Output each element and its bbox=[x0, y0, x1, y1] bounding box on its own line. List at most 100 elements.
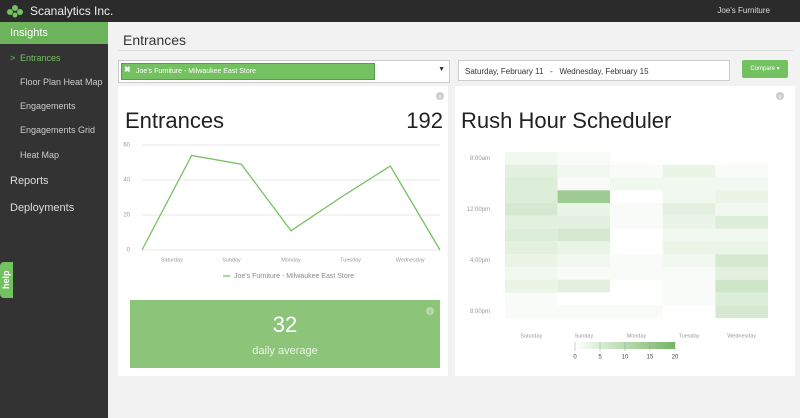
heat-cell bbox=[662, 266, 716, 280]
heat-cell bbox=[505, 164, 558, 178]
info-icon[interactable] bbox=[776, 92, 784, 100]
x-tick-label: Wednesday bbox=[396, 257, 425, 263]
user-menu[interactable]: Joe's Furniture bbox=[717, 6, 770, 15]
y-tick-label: 4:00pm bbox=[470, 258, 490, 264]
y-tick-label: 60 bbox=[123, 143, 130, 149]
nav-item[interactable]: Insights bbox=[10, 27, 48, 39]
heat-cell bbox=[715, 254, 768, 267]
legend-label: Joe's Furniture - Milwaukee East Store bbox=[234, 273, 354, 280]
colorbar-label: 20 bbox=[672, 355, 679, 361]
remove-icon[interactable]: ✖ bbox=[124, 65, 131, 74]
x-tick-label: Sunday bbox=[575, 333, 594, 339]
heat-cell bbox=[715, 215, 768, 229]
x-tick-label: Sunday bbox=[222, 257, 241, 263]
heat-cell bbox=[505, 241, 558, 255]
divider bbox=[118, 50, 793, 51]
heat-cell bbox=[557, 241, 611, 255]
nav-item[interactable]: Floor Plan Heat Map bbox=[20, 77, 103, 87]
brand: Scanalytics Inc. bbox=[30, 4, 114, 18]
x-tick-label: Tuesday bbox=[679, 333, 700, 339]
heat-cell bbox=[557, 228, 611, 242]
x-tick-label: Monday bbox=[627, 333, 647, 339]
nav-item[interactable]: Engagements Grid bbox=[20, 125, 96, 135]
heat-cell bbox=[662, 215, 716, 229]
y-tick-label: 8:00am bbox=[470, 156, 490, 162]
sidebar: Insights > Entrances Floor Plan Heat Map… bbox=[0, 22, 108, 418]
store-select[interactable]: Joe's Furniture - Milwaukee East Store ✖… bbox=[118, 60, 450, 83]
heat-cell bbox=[662, 152, 716, 165]
heat-cell bbox=[505, 228, 558, 242]
y-tick-label: 20 bbox=[123, 213, 130, 219]
active-section bbox=[0, 22, 108, 44]
date-sep: - bbox=[550, 67, 553, 76]
nav-item[interactable]: Entrances bbox=[20, 53, 61, 63]
heat-cell bbox=[505, 292, 558, 306]
heat-cell bbox=[715, 305, 768, 318]
heat-cell bbox=[662, 177, 716, 191]
heat-cell bbox=[610, 228, 663, 242]
heat-cell bbox=[610, 215, 663, 229]
nav-item[interactable]: Engagements bbox=[20, 101, 76, 111]
heat-cell bbox=[505, 190, 558, 204]
heat-cell bbox=[557, 266, 611, 280]
heat-cell bbox=[715, 228, 768, 242]
date-to: Wednesday, February 15 bbox=[559, 67, 649, 76]
compare-button[interactable]: Compare ▾ bbox=[742, 60, 788, 78]
heat-cell bbox=[557, 203, 611, 216]
heat-cell bbox=[557, 305, 611, 318]
heat-cell bbox=[715, 203, 768, 216]
heat-cell bbox=[715, 152, 768, 165]
summary-card bbox=[130, 300, 440, 368]
heat-cell bbox=[557, 190, 611, 204]
heat-cell bbox=[557, 215, 611, 229]
heat-cell bbox=[715, 164, 768, 178]
date-range[interactable]: Saturday, February 11 - Wednesday, Febru… bbox=[458, 60, 730, 81]
heat-cell bbox=[662, 305, 716, 318]
x-tick-label: Saturday bbox=[161, 257, 183, 263]
heat-cell bbox=[505, 177, 558, 191]
x-tick-label: Wednesday bbox=[727, 333, 756, 339]
heat-cell bbox=[505, 215, 558, 229]
heat-cell bbox=[610, 152, 663, 165]
heat-cell bbox=[557, 177, 611, 191]
x-tick-label: Monday bbox=[281, 257, 301, 263]
nav-item[interactable]: Deployments bbox=[10, 202, 75, 214]
dropdown-caret[interactable]: ▼ bbox=[438, 66, 445, 73]
info-icon[interactable] bbox=[426, 307, 434, 315]
nav-item[interactable]: Heat Map bbox=[20, 150, 60, 160]
summary-value: 32 bbox=[272, 312, 298, 337]
heat-cell bbox=[505, 203, 558, 216]
heat-cell bbox=[662, 164, 716, 178]
date-from: Saturday, February 11 bbox=[465, 67, 544, 76]
nav-item[interactable]: Reports bbox=[10, 175, 49, 187]
colorbar-label: 5 bbox=[598, 355, 602, 361]
heat-cell bbox=[662, 241, 716, 255]
heat-cell bbox=[715, 279, 768, 293]
y-tick-label: 0 bbox=[127, 248, 131, 254]
heat-cell bbox=[662, 292, 716, 306]
colorbar-label: 10 bbox=[622, 355, 629, 361]
heat-cell bbox=[662, 279, 716, 293]
heat-cell bbox=[610, 266, 663, 280]
heat-cell bbox=[715, 241, 768, 255]
heat-cell bbox=[505, 305, 558, 318]
heat-cell bbox=[610, 203, 663, 216]
heat-cell bbox=[715, 266, 768, 280]
x-tick-label: Saturday bbox=[520, 333, 542, 339]
colorbar-label: 15 bbox=[647, 355, 654, 361]
heat-cell bbox=[610, 177, 663, 191]
heat-cell bbox=[715, 177, 768, 191]
store-name: Joe's Furniture - Milwaukee East Store bbox=[136, 68, 256, 75]
chart-title: Entrances bbox=[125, 108, 224, 133]
x-tick-label: Tuesday bbox=[340, 257, 361, 263]
heat-cell bbox=[610, 305, 663, 318]
heat-cell bbox=[557, 152, 611, 165]
heat-cell bbox=[557, 254, 611, 267]
info-icon[interactable] bbox=[436, 92, 444, 100]
heat-cell bbox=[610, 254, 663, 267]
store-tag: Joe's Furniture - Milwaukee East Store bbox=[121, 63, 375, 80]
heat-cell bbox=[505, 254, 558, 267]
colorbar-label: 0 bbox=[573, 355, 577, 361]
heat-cell bbox=[557, 164, 611, 178]
